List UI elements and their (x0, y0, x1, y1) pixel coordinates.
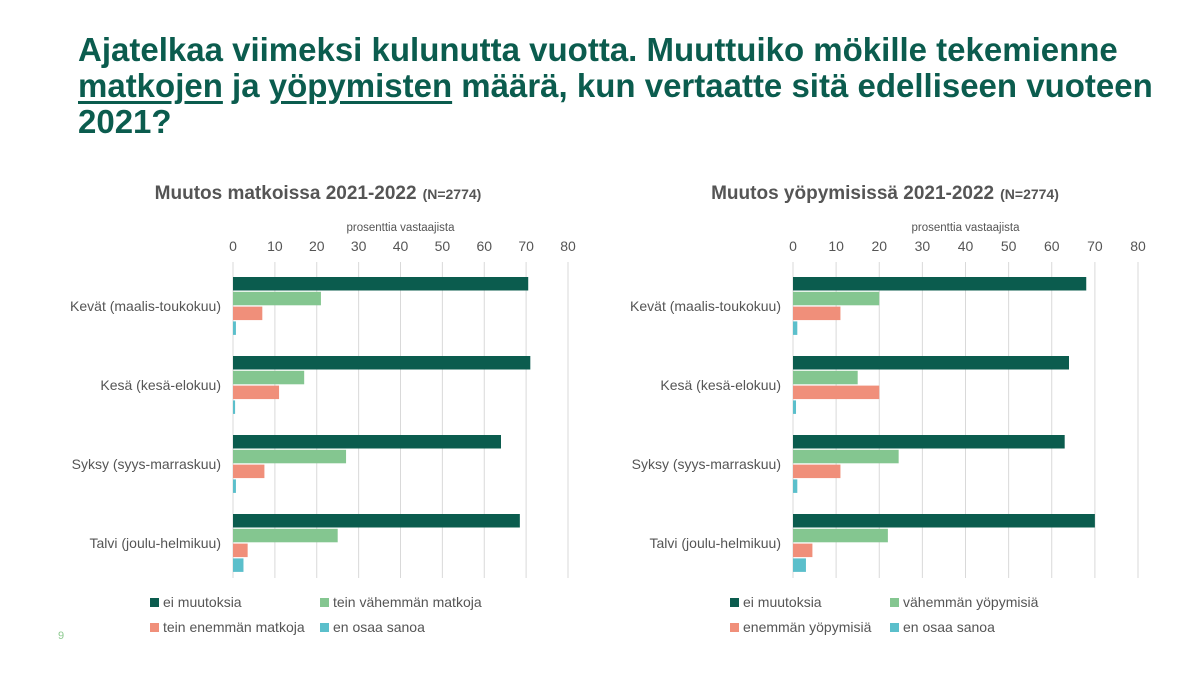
x-tick-label: 60 (476, 238, 492, 254)
bar-ei-muutoksia (233, 514, 520, 528)
bar-enemmän-yöpymisiä (793, 385, 880, 400)
category-label: Kevät (maalis-toukokuu) (630, 298, 781, 314)
bar-en-osaa-sanoa (793, 400, 797, 414)
bar-tein-enemmän-matkoja (233, 464, 265, 479)
category-label: Syksy (syys-marraskuu) (632, 456, 781, 472)
bar-ei-muutoksia (233, 277, 529, 291)
legend-swatch (150, 623, 159, 632)
bar-tein-vähemmän-matkoja (233, 291, 321, 306)
bar-enemmän-yöpymisiä (793, 464, 841, 479)
bar-en-osaa-sanoa (793, 558, 806, 572)
bar-tein-enemmän-matkoja (233, 385, 280, 400)
bar-enemmän-yöpymisiä (793, 543, 813, 558)
x-tick-label: 60 (1044, 238, 1060, 254)
bar-tein-vähemmän-matkoja (233, 528, 338, 543)
x-tick-label: 80 (560, 238, 576, 254)
bar-en-osaa-sanoa (793, 479, 798, 493)
x-tick-label: 10 (828, 238, 844, 254)
legend-label: en osaa sanoa (903, 619, 995, 635)
x-axis-label: prosenttia vastaajista (911, 222, 1020, 234)
legend-swatch (890, 598, 899, 607)
chart-title: Muutos yöpymisissä 2021-2022 (N=2774) (711, 183, 1059, 204)
bar-ei-muutoksia (793, 514, 1095, 528)
bar-ei-muutoksia (233, 356, 531, 370)
title-text: määrä, kun vertaatte sitä edelliseen vuo… (78, 67, 1153, 140)
bar-en-osaa-sanoa (233, 558, 244, 572)
bar-ei-muutoksia (793, 356, 1069, 370)
x-tick-label: 50 (1001, 238, 1017, 254)
title-text: ja (222, 67, 269, 104)
bar-vähemmän-yöpymisiä (793, 370, 858, 385)
legend-label: en osaa sanoa (333, 619, 425, 635)
legend-swatch (730, 623, 739, 632)
legend-swatch (730, 598, 739, 607)
title-underlined-word: yöpymisten (268, 67, 453, 104)
slide-title: Ajatelkaa viimeksi kulunutta vuotta. Muu… (78, 32, 1158, 140)
title-underlined-word: matkojen (78, 67, 223, 104)
x-tick-label: 40 (393, 238, 409, 254)
legend-label: tein enemmän matkoja (163, 619, 305, 635)
x-tick-label: 20 (871, 238, 887, 254)
legend-label: enemmän yöpymisiä (743, 619, 872, 635)
bar-ei-muutoksia (793, 435, 1065, 449)
title-text: Ajatelkaa viimeksi kulunutta vuotta. Muu… (78, 31, 1118, 68)
x-tick-label: 20 (309, 238, 325, 254)
x-axis-label: prosenttia vastaajista (346, 222, 455, 234)
legend-swatch (150, 598, 159, 607)
bar-vähemmän-yöpymisiä (793, 449, 899, 464)
category-label: Kevät (maalis-toukokuu) (70, 298, 221, 314)
chart-matkat: Muutos matkoissa 2021-2022 (N=2774) prosen… (70, 183, 576, 635)
legend-label: tein vähemmän matkoja (333, 594, 482, 610)
category-label: Talvi (joulu-helmikuu) (650, 535, 782, 551)
bar-en-osaa-sanoa (233, 400, 236, 414)
category-label: Talvi (joulu-helmikuu) (90, 535, 222, 551)
x-tick-label: 10 (267, 238, 283, 254)
page-number: 9 (58, 630, 65, 642)
legend-swatch (890, 623, 899, 632)
x-tick-label: 0 (229, 238, 237, 254)
bar-tein-vähemmän-matkoja (233, 370, 305, 385)
category-label: Kesä (kesä-elokuu) (660, 377, 781, 393)
chart-title-note: (N=2774) (1000, 186, 1059, 202)
chart-title-note: (N=2774) (423, 186, 482, 202)
bar-vähemmän-yöpymisiä (793, 291, 880, 306)
bar-tein-enemmän-matkoja (233, 306, 263, 321)
x-tick-label: 80 (1130, 238, 1146, 254)
category-label: Kesä (kesä-elokuu) (100, 377, 221, 393)
legend-swatch (320, 623, 329, 632)
bar-vähemmän-yöpymisiä (793, 528, 888, 543)
chart-title-main: Muutos matkoissa 2021-2022 (155, 183, 417, 204)
bar-en-osaa-sanoa (233, 479, 236, 493)
x-tick-label: 70 (1087, 238, 1103, 254)
legend-swatch (320, 598, 329, 607)
bar-enemmän-yöpymisiä (793, 306, 841, 321)
bar-ei-muutoksia (233, 435, 501, 449)
x-tick-label: 30 (351, 238, 367, 254)
bar-ei-muutoksia (793, 277, 1087, 291)
legend-label: ei muutoksia (743, 594, 822, 610)
x-tick-label: 70 (518, 238, 534, 254)
legend-label: vähemmän yöpymisiä (903, 594, 1039, 610)
x-tick-label: 50 (435, 238, 451, 254)
bar-en-osaa-sanoa (233, 321, 236, 335)
x-tick-label: 40 (958, 238, 974, 254)
x-tick-label: 0 (789, 238, 797, 254)
bar-tein-enemmän-matkoja (233, 543, 248, 558)
chart-yopymiset: Muutos yöpymisissä 2021-2022 (N=2774) pros… (630, 183, 1146, 635)
bar-tein-vähemmän-matkoja (233, 449, 347, 464)
chart-title-main: Muutos yöpymisissä 2021-2022 (711, 183, 994, 204)
legend-label: ei muutoksia (163, 594, 242, 610)
chart-title: Muutos matkoissa 2021-2022 (N=2774) (155, 183, 482, 204)
category-label: Syksy (syys-marraskuu) (72, 456, 221, 472)
x-tick-label: 30 (915, 238, 931, 254)
bar-en-osaa-sanoa (793, 321, 798, 335)
